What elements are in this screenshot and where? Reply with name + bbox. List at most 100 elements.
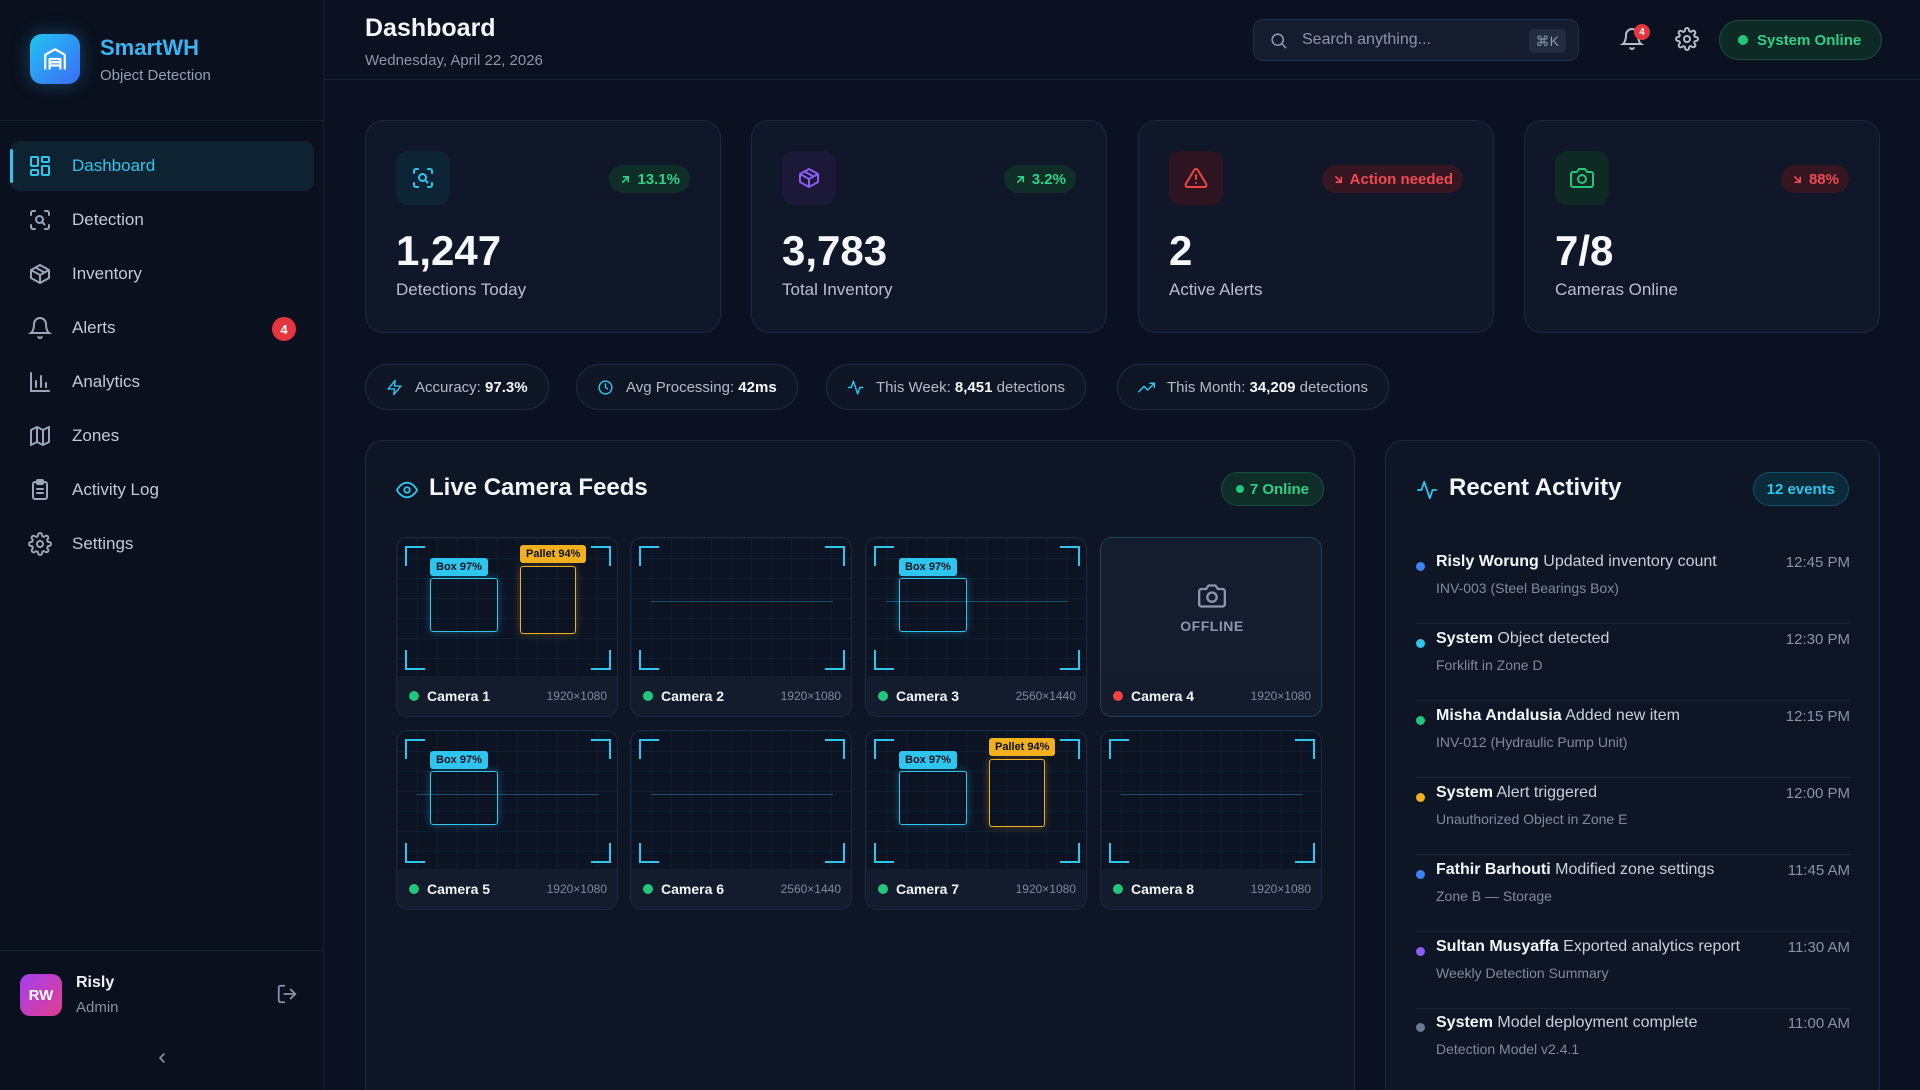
camera-view <box>631 538 851 678</box>
camera-feed-3[interactable]: Box 97% Camera 3 2560×1440 <box>865 537 1087 717</box>
box-icon <box>30 264 50 284</box>
activity-detail: Zone B — Storage <box>1436 888 1552 904</box>
sidebar-item-label: Settings <box>72 534 134 553</box>
activity-text: System Alert triggered <box>1436 784 1597 802</box>
sidebar-item-label: Analytics <box>72 372 141 391</box>
frame-corner <box>591 739 611 759</box>
detection-label: Box 97% <box>899 751 957 769</box>
camera-offline-view: OFFLINE <box>1101 538 1321 678</box>
camera-resolution: 1920×1080 <box>546 689 607 703</box>
search-input[interactable]: Search anything... ⌘K <box>1253 19 1579 61</box>
camera-feed-5[interactable]: Box 97% Camera 5 1920×1080 <box>396 730 618 910</box>
camera-footer: Camera 8 1920×1080 <box>1101 869 1321 909</box>
activity-detail: Weekly Detection Summary <box>1436 965 1609 981</box>
activity-time: 11:45 AM <box>1787 862 1850 879</box>
camera-view: Box 97% <box>866 538 1086 678</box>
logout-icon[interactable] <box>276 983 298 1005</box>
metric-label: This Month: <box>1167 378 1246 396</box>
activity-text: Sultan Musyaffa Exported analytics repor… <box>1436 938 1740 956</box>
sidebar-item-settings[interactable]: Settings <box>10 519 314 569</box>
offline-label: OFFLINE <box>1180 618 1244 634</box>
frame-corner <box>874 843 894 863</box>
map-icon <box>30 426 50 446</box>
activity-detail: Forklift in Zone D <box>1436 657 1543 673</box>
activity-item[interactable]: System Model deployment complete Detecti… <box>1416 1008 1850 1085</box>
frame-corner <box>405 843 425 863</box>
camera-resolution: 1920×1080 <box>1015 882 1076 896</box>
activity-item[interactable]: System Alert triggered Unauthorized Obje… <box>1416 778 1850 855</box>
stat-card-cameras[interactable]: 88% 7/8 Cameras Online <box>1524 120 1880 333</box>
metric-value: 42ms <box>738 378 777 396</box>
stat-card-alerts[interactable]: Action needed 2 Active Alerts <box>1138 120 1494 333</box>
settings-gear-icon[interactable] <box>1675 27 1699 51</box>
activity-dot <box>1416 870 1425 879</box>
sidebar-item-activity-log[interactable]: Activity Log <box>10 465 314 515</box>
sidebar-item-inventory[interactable]: Inventory <box>10 249 314 299</box>
chevron-left-icon[interactable] <box>154 1050 170 1066</box>
status-dot <box>409 691 419 701</box>
activity-action: Alert triggered <box>1496 784 1597 801</box>
activity-time: 12:00 PM <box>1785 785 1850 802</box>
sidebar-item-analytics[interactable]: Analytics <box>10 357 314 407</box>
camera-feed-1[interactable]: Box 97% Pallet 94% Camera 1 1920×1080 <box>396 537 618 717</box>
activity-item[interactable]: Misha Andalusia Added new item INV-012 (… <box>1416 701 1850 778</box>
activity-action: Modified zone settings <box>1555 861 1715 878</box>
frame-corner <box>874 546 894 566</box>
camera-feed-2[interactable]: Camera 2 1920×1080 <box>630 537 852 717</box>
camera-footer: Camera 5 1920×1080 <box>397 869 617 909</box>
activity-actor: Risly Worung <box>1436 553 1539 570</box>
stat-card-detections[interactable]: 13.1% 1,247 Detections Today <box>365 120 721 333</box>
activity-text: Misha Andalusia Added new item <box>1436 707 1680 725</box>
activity-time: 12:30 PM <box>1785 631 1850 648</box>
page-title: Dashboard <box>365 14 496 42</box>
sidebar-item-zones[interactable]: Zones <box>10 411 314 461</box>
panel-title: Live Camera Feeds <box>429 474 648 501</box>
activity-text: System Model deployment complete <box>1436 1014 1697 1032</box>
events-count-badge: 12 events <box>1752 472 1849 506</box>
activity-dot <box>1416 716 1425 725</box>
trend-badge: 3.2% <box>1003 165 1076 193</box>
camera-footer: Camera 6 2560×1440 <box>631 869 851 909</box>
clock-icon <box>598 379 613 395</box>
sidebar-item-detection[interactable]: Detection <box>10 195 314 245</box>
metric-label: Avg Processing: <box>626 378 735 396</box>
sidebar-item-dashboard[interactable]: Dashboard <box>10 141 314 191</box>
camera-view: Box 97% <box>397 731 617 871</box>
frame-corner <box>405 546 425 566</box>
activity-text: Risly Worung Updated inventory count <box>1436 553 1717 571</box>
scan-icon <box>30 210 50 230</box>
activity-item[interactable]: System Object detected Forklift in Zone … <box>1416 624 1850 701</box>
camera-feed-8[interactable]: Camera 8 1920×1080 <box>1100 730 1322 910</box>
camera-feed-4[interactable]: OFFLINE Camera 4 1920×1080 <box>1100 537 1322 717</box>
scan-line <box>886 601 1068 602</box>
metric-week: This Week: 8,451 detections <box>826 364 1087 410</box>
frame-corner <box>874 739 894 759</box>
user-profile[interactable]: RW Risly Admin <box>20 974 119 1016</box>
notification-count-badge: 4 <box>1634 24 1650 40</box>
box-icon <box>782 151 836 205</box>
eye-icon <box>396 481 418 499</box>
stat-card-inventory[interactable]: 3.2% 3,783 Total Inventory <box>751 120 1107 333</box>
camera-resolution: 1920×1080 <box>780 689 841 703</box>
status-dot <box>1113 691 1123 701</box>
camera-footer: Camera 7 1920×1080 <box>866 869 1086 909</box>
camera-resolution: 1920×1080 <box>1250 882 1311 896</box>
activity-item[interactable]: Fathir Barhouti Modified zone settings Z… <box>1416 855 1850 932</box>
camera-resolution: 1920×1080 <box>546 882 607 896</box>
activity-item[interactable]: Sultan Musyaffa Exported analytics repor… <box>1416 932 1850 1009</box>
camera-footer: Camera 1 1920×1080 <box>397 676 617 716</box>
system-status-label: System Online <box>1757 31 1862 49</box>
search-icon <box>1271 32 1287 48</box>
brand[interactable]: SmartWH Object Detection <box>30 34 211 84</box>
detection-label: Pallet 94% <box>520 545 587 563</box>
camera-feed-6[interactable]: Camera 6 2560×1440 <box>630 730 852 910</box>
camera-footer: Camera 4 1920×1080 <box>1101 676 1321 716</box>
activity-detail: Detection Model v2.4.1 <box>1436 1041 1580 1057</box>
activity-item[interactable]: Risly Worung Updated inventory count INV… <box>1416 547 1850 624</box>
activity-icon <box>847 379 864 395</box>
camera-name: Camera 4 <box>1131 688 1195 704</box>
camera-feed-7[interactable]: Box 97% Pallet 94% Camera 7 1920×1080 <box>865 730 1087 910</box>
notifications-bell-icon[interactable] <box>1620 27 1644 51</box>
sidebar-item-alerts[interactable]: Alerts 4 <box>10 303 314 353</box>
camera-footer: Camera 3 2560×1440 <box>866 676 1086 716</box>
